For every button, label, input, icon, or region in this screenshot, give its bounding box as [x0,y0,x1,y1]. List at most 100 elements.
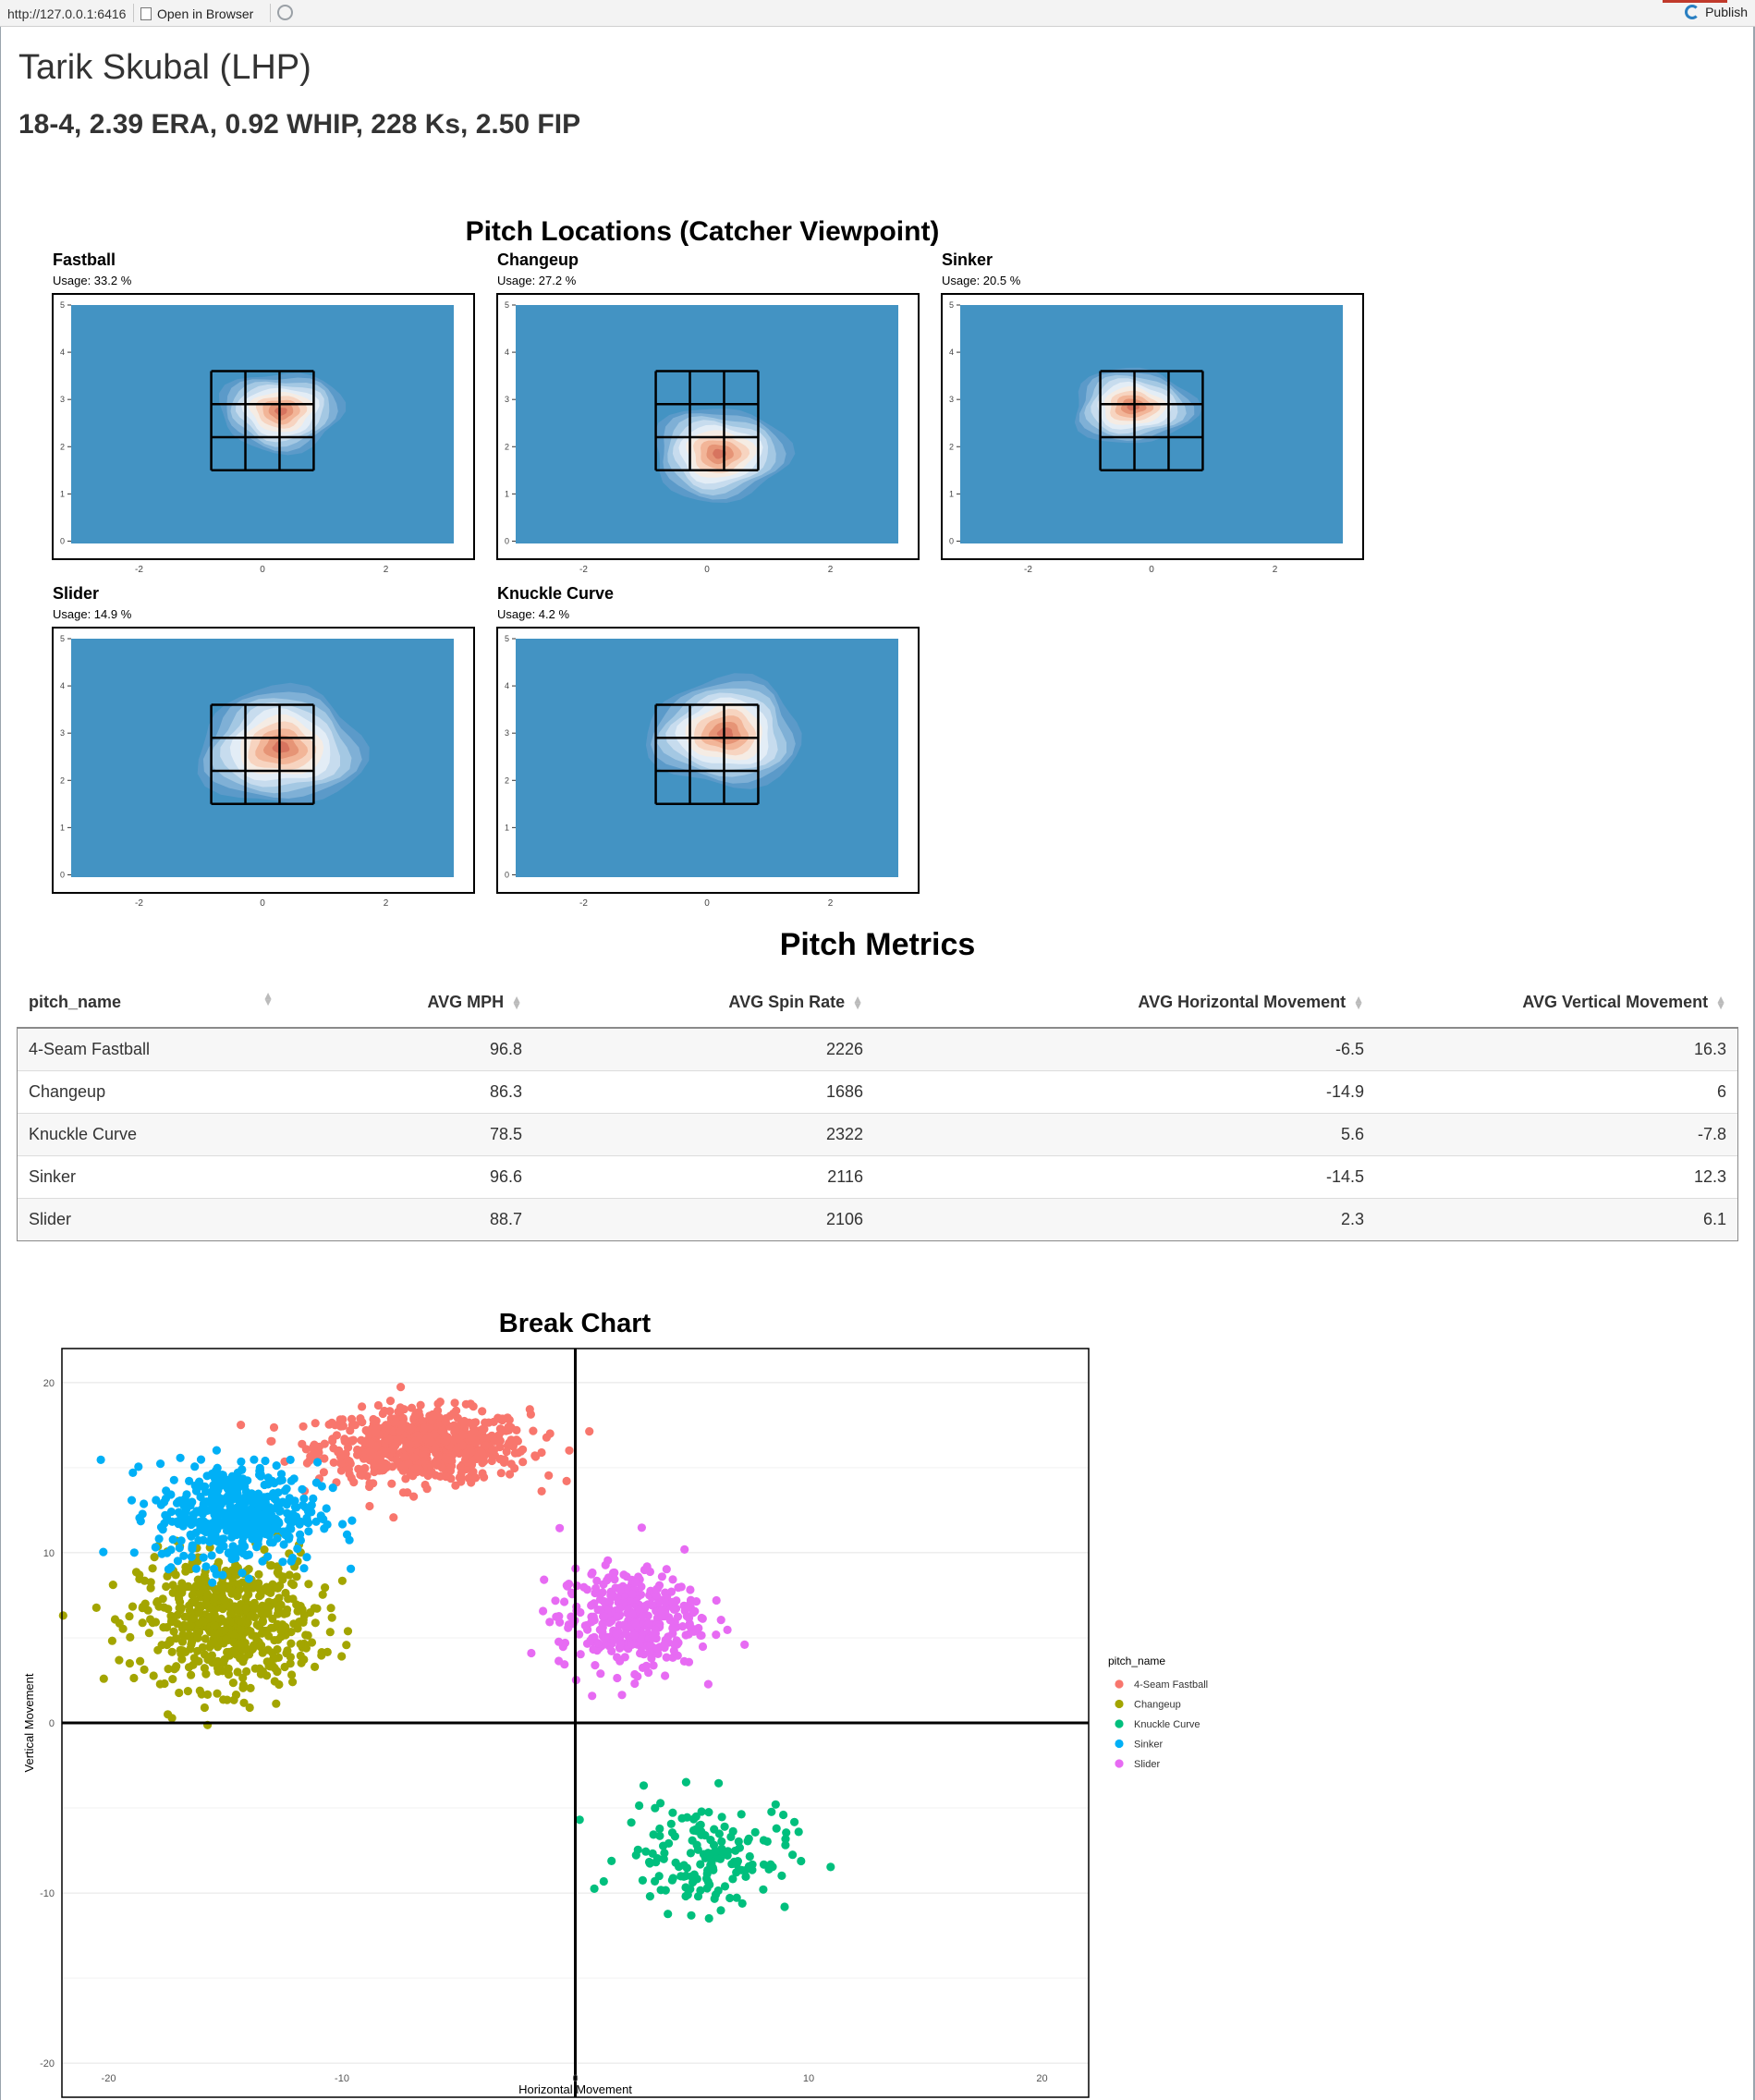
data-point [469,1418,479,1427]
data-point [697,1807,706,1816]
data-point [233,1592,242,1601]
data-point [224,1496,233,1506]
cell-avg-spin-rate: 2116 [533,1155,874,1199]
column-header-avg-spin-rate[interactable]: AVG Spin Rate ▲ ▼ [533,978,874,1029]
data-point [340,1435,349,1444]
data-point [299,1500,308,1510]
data-point [601,1560,610,1569]
data-point [193,1633,202,1642]
column-header-avg-vertical-movement[interactable]: AVG Vertical Movement ▲ ▼ [1375,978,1737,1029]
data-point [545,1618,555,1627]
data-point [777,1871,786,1880]
data-point [210,1630,219,1639]
data-point [292,1572,301,1581]
data-point [192,1508,201,1517]
data-point [276,1470,286,1479]
data-point [490,1436,499,1446]
data-point [508,1441,518,1450]
data-point [686,1585,695,1594]
data-point [665,1616,675,1625]
location-density-plot: 0 1 2 3 4 5 -2 0 2 [52,293,475,575]
data-point [344,1456,353,1465]
data-point [293,1624,302,1633]
data-point [154,1534,164,1544]
data-point [58,1611,67,1620]
data-point [636,1649,645,1658]
data-point [299,1611,309,1620]
data-point [395,1427,404,1436]
column-header-avg-mph[interactable]: AVG MPH ▲ ▼ [285,978,533,1029]
data-point [373,1400,383,1410]
data-point [342,1641,351,1650]
data-point [311,1662,320,1671]
data-point [263,1473,273,1483]
data-point [164,1665,173,1674]
data-point [366,1438,375,1448]
data-point [540,1575,549,1584]
data-point [244,1565,253,1574]
data-point [506,1459,516,1469]
y-tick-label: 4 [60,348,65,357]
sort-icon: ▲ ▼ [1715,993,1726,1013]
publish-button[interactable]: Publish [1685,5,1748,19]
cell-pitch-name: Knuckle Curve [18,1113,285,1156]
data-point [630,1679,640,1689]
data-point [396,1403,405,1412]
address-url[interactable]: http://127.0.0.1:6416 [7,6,127,21]
refresh-icon[interactable] [277,5,293,20]
data-point [396,1383,406,1392]
data-point [704,1913,713,1923]
data-point [215,1545,225,1555]
data-point [311,1419,320,1428]
data-point [764,1864,774,1874]
data-point [406,1440,415,1449]
data-point [588,1691,597,1701]
data-point [695,1821,704,1830]
data-point [576,1650,585,1659]
column-header-pitch-name[interactable]: pitch_name ▲ ▼ [18,978,285,1029]
cell-pitch-name: Sinker [18,1155,285,1199]
data-point [418,1416,427,1425]
column-header-label: AVG Vertical Movement [1522,993,1709,1011]
cell-pitch-name: 4-Seam Fastball [18,1028,285,1071]
y-tick-label: 3 [60,395,65,404]
data-point [129,1548,139,1557]
data-point [422,1484,432,1494]
data-point [171,1570,180,1580]
x-tick-label: -2 [1024,565,1032,575]
data-point [195,1686,204,1695]
data-point [179,1551,189,1560]
data-point [499,1458,509,1467]
x-tick-label: 10 [803,2073,814,2084]
data-point [299,1494,309,1503]
data-point [347,1421,357,1430]
data-point [630,1618,640,1628]
data-point [205,1653,214,1662]
data-point [666,1819,676,1828]
data-point [151,1618,161,1627]
data-point [680,1544,689,1554]
data-point [215,1536,225,1545]
legend-label: Changeup [1134,1700,1181,1711]
y-tick-label: 3 [949,395,954,404]
data-point [254,1569,263,1579]
data-point [673,1612,683,1621]
sort-icon: ▲ ▼ [262,989,274,1008]
data-point [404,1459,413,1468]
data-point [208,1578,217,1587]
data-point [296,1602,305,1611]
data-point [409,1492,419,1501]
data-point [601,1634,610,1643]
location-density-plot: 0 1 2 3 4 5 -2 0 2 [496,627,920,909]
data-point [265,1506,274,1515]
data-point [296,1640,305,1649]
data-point [258,1519,267,1528]
column-header-avg-horizontal-movement[interactable]: AVG Horizontal Movement ▲ ▼ [874,978,1375,1029]
data-point [302,1459,311,1468]
data-point [669,1646,678,1655]
data-point [708,1863,718,1873]
data-point [638,1618,647,1628]
open-in-browser-button[interactable]: Open in Browser [140,5,253,23]
cell-avg-horizontal-movement: 2.3 [874,1198,1375,1240]
data-point [237,1457,246,1466]
